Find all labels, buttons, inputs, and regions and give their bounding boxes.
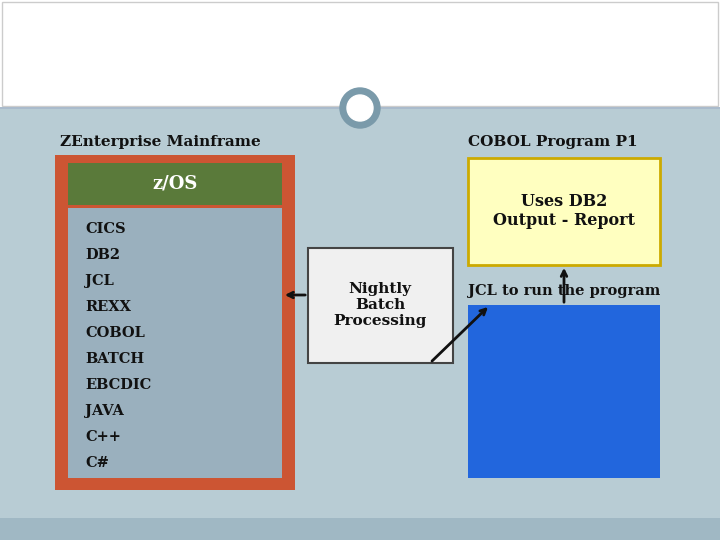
Text: Nightly
Batch
Processing: Nightly Batch Processing xyxy=(333,282,427,328)
Text: EBCDIC: EBCDIC xyxy=(85,378,151,392)
Text: Uses DB2
Output - Report: Uses DB2 Output - Report xyxy=(493,193,635,230)
Text: C++: C++ xyxy=(85,430,121,444)
Text: z/OS: z/OS xyxy=(153,175,198,193)
Bar xyxy=(0,107,720,109)
Bar xyxy=(68,163,282,205)
Text: REXX: REXX xyxy=(85,300,131,314)
Text: C#: C# xyxy=(85,456,109,470)
Text: BATCH: BATCH xyxy=(85,352,144,366)
Text: DB2: DB2 xyxy=(85,248,120,262)
Circle shape xyxy=(347,95,373,121)
Circle shape xyxy=(340,88,380,128)
Bar xyxy=(308,248,453,363)
Text: JAVA: JAVA xyxy=(85,404,124,418)
Bar xyxy=(68,208,282,478)
Bar xyxy=(468,158,660,265)
Text: COBOL Program P1: COBOL Program P1 xyxy=(468,135,638,149)
Text: JCL: JCL xyxy=(85,274,114,288)
Bar xyxy=(0,518,720,540)
Text: JCL to run the program: JCL to run the program xyxy=(468,284,660,298)
Bar xyxy=(0,0,720,108)
Text: COBOL: COBOL xyxy=(85,326,145,340)
Text: CICS: CICS xyxy=(85,222,125,236)
Bar xyxy=(2,2,718,106)
Bar xyxy=(0,108,720,520)
Bar xyxy=(468,305,660,478)
Bar xyxy=(55,155,295,490)
Text: ZEnterprise Mainframe: ZEnterprise Mainframe xyxy=(60,135,261,149)
